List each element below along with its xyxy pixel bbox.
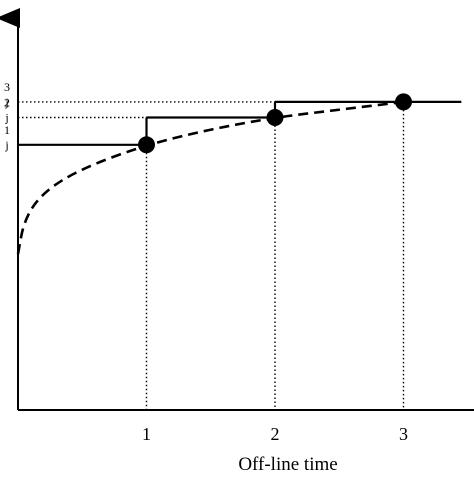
x-tick-label-1: 1	[142, 424, 151, 444]
x-tick-label-3: 3	[399, 424, 408, 444]
curve-series-1	[16, 100, 404, 255]
y-tick-sub-3: j	[4, 138, 8, 152]
points-layer	[138, 93, 412, 154]
y-tick-sup-2: 2	[4, 96, 10, 110]
y-tick-sub-2: j	[4, 111, 8, 125]
y-tick-sup-3: 1	[4, 123, 10, 137]
data-point-1	[138, 136, 155, 154]
x-axis-label: Off-line time	[238, 454, 337, 474]
dotted-guides	[18, 101, 405, 410]
y-tick-sub-1: j	[4, 95, 8, 109]
y-tick-sup-1: 3	[4, 80, 10, 94]
x-tick-label-2: 2	[271, 424, 280, 444]
axes	[0, 8, 474, 411]
curve-layer	[16, 100, 404, 255]
step-lines	[18, 100, 462, 146]
data-point-3	[395, 93, 412, 111]
data-point-2	[266, 109, 284, 126]
